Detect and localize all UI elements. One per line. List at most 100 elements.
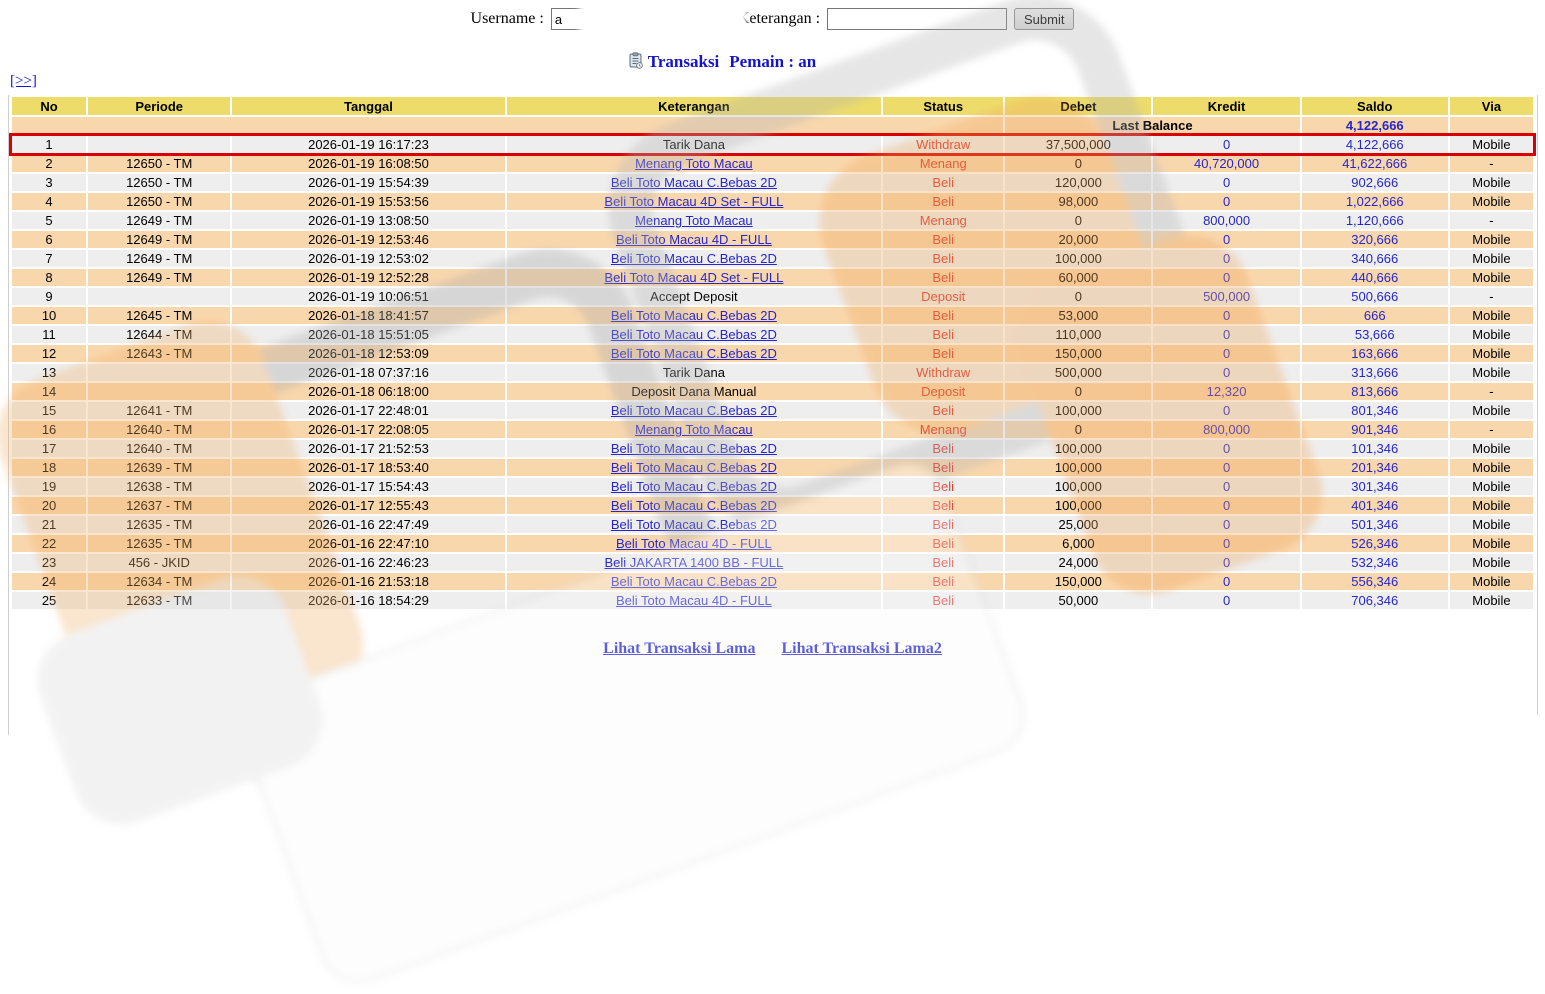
column-header-status: Status xyxy=(883,97,1004,115)
username-label: Username : xyxy=(470,10,544,27)
keterangan-link[interactable]: Beli Toto Macau C.Bebas 2D xyxy=(610,403,777,418)
cell-debet: 25,000 xyxy=(1005,516,1152,533)
cell-periode: 12645 - TM xyxy=(88,307,231,324)
table-row: 24 12634 - TM 2026-01-16 21:53:18 Beli Toto… xyxy=(12,573,1533,590)
cell-status: Beli xyxy=(883,193,1004,210)
cell-debet: 0 xyxy=(1005,421,1152,438)
keterangan-link[interactable]: Beli Toto Macau C.Bebas 2D xyxy=(610,175,777,190)
keterangan-link[interactable]: Beli Toto Macau 4D - FULL xyxy=(615,536,772,551)
cell-periode: 12649 - TM xyxy=(88,269,231,286)
cell-keterangan: Beli Toto Macau C.Bebas 2D xyxy=(506,459,882,476)
cell-keterangan: Beli Toto Macau C.Bebas 2D xyxy=(506,573,882,590)
cell-via: Mobile xyxy=(1449,250,1533,267)
cell-status: Beli xyxy=(883,497,1004,514)
cell-via: Mobile xyxy=(1449,402,1533,419)
cell-status: Beli xyxy=(883,174,1004,191)
keterangan-link[interactable]: Beli Toto Macau 4D - FULL xyxy=(615,593,772,608)
cell-via: Mobile xyxy=(1449,326,1533,343)
keterangan-link[interactable]: Menang Toto Macau xyxy=(635,156,753,171)
cell-keterangan: Beli Toto Macau C.Bebas 2D xyxy=(506,402,882,419)
cell-tanggal: 2026-01-19 12:52:28 xyxy=(232,269,505,286)
cell-keterangan: Beli Toto Macau C.Bebas 2D xyxy=(506,326,882,343)
cell-via: Mobile xyxy=(1449,174,1533,191)
cell-debet: 98,000 xyxy=(1005,193,1152,210)
cell-tanggal: 2026-01-19 16:08:50 xyxy=(232,155,505,172)
cell-via: Mobile xyxy=(1449,345,1533,362)
keterangan-link[interactable]: Beli Toto Macau C.Bebas 2D xyxy=(610,308,777,323)
cell-periode: 12635 - TM xyxy=(88,535,231,552)
cell-status: Beli xyxy=(883,307,1004,324)
cell-status: Beli xyxy=(883,326,1004,343)
cell-keterangan: Beli Toto Macau C.Bebas 2D xyxy=(506,497,882,514)
cell-keterangan: Beli Toto Macau C.Bebas 2D xyxy=(506,478,882,495)
cell-saldo: 320,666 xyxy=(1301,231,1448,248)
next-page-link[interactable]: [>>] xyxy=(10,73,37,89)
keterangan-link[interactable]: Beli Toto Macau C.Bebas 2D xyxy=(610,574,777,589)
cell-tanggal: 2026-01-17 22:48:01 xyxy=(232,402,505,419)
cell-status: Beli xyxy=(883,231,1004,248)
keterangan-link[interactable]: Beli Toto Macau C.Bebas 2D xyxy=(610,498,777,513)
table-row: 4 12650 - TM 2026-01-19 15:53:56 Beli Toto … xyxy=(12,193,1533,210)
cell-periode: 12635 - TM xyxy=(88,516,231,533)
cell-tanggal: 2026-01-16 22:47:10 xyxy=(232,535,505,552)
cell-via: Mobile xyxy=(1449,364,1533,381)
cell-periode: 12641 - TM xyxy=(88,402,231,419)
cell-no: 15 xyxy=(12,402,87,419)
cell-kredit: 0 xyxy=(1153,193,1300,210)
keterangan-link[interactable]: Beli Toto Macau C.Bebas 2D xyxy=(610,441,777,456)
cell-debet: 100,000 xyxy=(1005,497,1152,514)
cell-no: 2 xyxy=(12,155,87,172)
cell-tanggal: 2026-01-19 13:08:50 xyxy=(232,212,505,229)
keterangan-link[interactable]: Menang Toto Macau xyxy=(635,422,753,437)
cell-kredit: 0 xyxy=(1153,174,1300,191)
keterangan-link[interactable]: Beli Toto Macau C.Bebas 2D xyxy=(610,460,777,475)
cell-tanggal: 2026-01-19 15:53:56 xyxy=(232,193,505,210)
keterangan-link[interactable]: Beli Toto Macau C.Bebas 2D xyxy=(610,327,777,342)
cell-saldo: 53,666 xyxy=(1301,326,1448,343)
table-row: 3 12650 - TM 2026-01-19 15:54:39 Beli Toto … xyxy=(12,174,1533,191)
cell-via: - xyxy=(1449,212,1533,229)
cell-saldo: 41,622,666 xyxy=(1301,155,1448,172)
cell-via: - xyxy=(1449,288,1533,305)
cell-no: 7 xyxy=(12,250,87,267)
username-input[interactable] xyxy=(550,8,731,30)
cell-periode: 12649 - TM xyxy=(88,250,231,267)
keterangan-link[interactable]: Beli Toto Macau 4D Set - FULL xyxy=(604,270,784,285)
column-header-saldo: Saldo xyxy=(1301,97,1448,115)
cell-tanggal: 2026-01-19 12:53:46 xyxy=(232,231,505,248)
cell-tanggal: 2026-01-19 16:17:23 xyxy=(232,136,505,153)
keterangan-link[interactable]: Beli Toto Macau 4D - FULL xyxy=(615,232,772,247)
cell-via: Mobile xyxy=(1449,231,1533,248)
cell-saldo: 4,122,666 xyxy=(1301,136,1448,153)
table-row: 10 12645 - TM 2026-01-18 18:41:57 Beli Toto… xyxy=(12,307,1533,324)
title-text: Transaksi xyxy=(647,52,720,71)
cell-status: Beli xyxy=(883,478,1004,495)
table-row: 8 12649 - TM 2026-01-19 12:52:28 Beli Toto … xyxy=(12,269,1533,286)
table-row: 7 12649 - TM 2026-01-19 12:53:02 Beli Toto … xyxy=(12,250,1533,267)
cell-keterangan: Beli Toto Macau C.Bebas 2D xyxy=(506,307,882,324)
cell-no: 3 xyxy=(12,174,87,191)
submit-button[interactable]: Submit xyxy=(1014,8,1075,30)
keterangan-link[interactable]: Beli JAKARTA 1400 BB - FULL xyxy=(604,555,784,570)
cell-saldo: 401,346 xyxy=(1301,497,1448,514)
cell-debet: 20,000 xyxy=(1005,231,1152,248)
keterangan-link[interactable]: Beli Toto Macau C.Bebas 2D xyxy=(610,517,777,532)
keterangan-link[interactable]: Menang Toto Macau xyxy=(635,213,753,228)
cell-keterangan: Beli Toto Macau 4D - FULL xyxy=(506,535,882,552)
keterangan-link[interactable]: Beli Toto Macau C.Bebas 2D xyxy=(610,346,777,361)
cell-tanggal: 2026-01-16 22:46:23 xyxy=(232,554,505,571)
table-row: 17 12640 - TM 2026-01-17 21:52:53 Beli Toto… xyxy=(12,440,1533,457)
cell-debet: 37,500,000 xyxy=(1005,136,1152,153)
keterangan-link[interactable]: Beli Toto Macau C.Bebas 2D xyxy=(610,479,777,494)
cell-periode: 12650 - TM xyxy=(88,193,231,210)
keterangan-link[interactable]: Beli Toto Macau 4D Set - FULL xyxy=(604,194,784,209)
keterangan-input[interactable] xyxy=(827,8,1008,30)
keterangan-link[interactable]: Beli Toto Macau C.Bebas 2D xyxy=(610,251,777,266)
table-row: 14 2026-01-18 06:18:00 Deposit Dana Manual… xyxy=(12,383,1533,400)
cell-saldo: 901,346 xyxy=(1301,421,1448,438)
cell-keterangan: Beli Toto Macau 4D Set - FULL xyxy=(506,193,882,210)
cell-debet: 6,000 xyxy=(1005,535,1152,552)
lihat-transaksi-lama2-link[interactable]: Lihat Transaksi Lama2 xyxy=(781,640,942,657)
cell-via: Mobile xyxy=(1449,535,1533,552)
lihat-transaksi-lama-link[interactable]: Lihat Transaksi Lama xyxy=(603,640,756,657)
